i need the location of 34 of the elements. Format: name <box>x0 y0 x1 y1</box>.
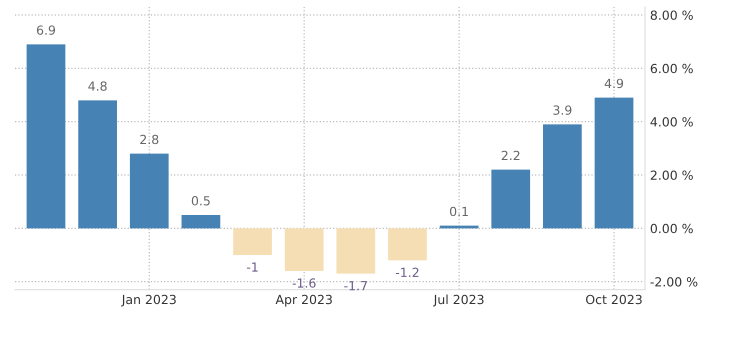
y-tick-label: 4.00 % <box>650 117 693 127</box>
x-tick-label: Jul 2023 <box>433 294 484 307</box>
x-tick-label: Oct 2023 <box>586 294 642 304</box>
y-tick-label: 0.00 % <box>650 224 693 234</box>
bar <box>284 228 324 271</box>
y-tick-label: -2.00 % <box>650 277 698 287</box>
x-tick-label: Apr 2023 <box>276 294 332 307</box>
bar <box>440 226 478 228</box>
bar <box>336 228 376 274</box>
data-label: 4.9 <box>604 78 624 88</box>
bar <box>388 228 427 260</box>
data-label: 3.9 <box>553 105 572 115</box>
bar <box>130 154 169 228</box>
bar <box>594 98 634 228</box>
y-tick-label: 8.00 % <box>650 10 693 20</box>
y-tick-label: 2.00 % <box>650 170 693 180</box>
data-label: -1.2 <box>396 268 418 277</box>
data-label: 0.1 <box>450 206 468 216</box>
data-label: -1.7 <box>344 281 367 290</box>
bar <box>491 170 530 228</box>
bar <box>26 44 66 228</box>
data-label: 6.9 <box>36 25 56 35</box>
data-label: 4.8 <box>88 81 107 91</box>
bar <box>233 228 272 255</box>
data-label: 2.2 <box>502 150 520 160</box>
y-tick-label: 6.00 % <box>650 64 693 74</box>
bar <box>543 124 582 228</box>
x-tick-label: Jan 2023 <box>121 294 176 307</box>
bar <box>182 214 220 228</box>
data-label: 2.8 <box>140 134 158 144</box>
data-label: -1 <box>246 262 258 272</box>
data-label: 0.5 <box>192 196 210 206</box>
bar <box>78 100 117 228</box>
data-label: -1.6 <box>292 278 316 288</box>
